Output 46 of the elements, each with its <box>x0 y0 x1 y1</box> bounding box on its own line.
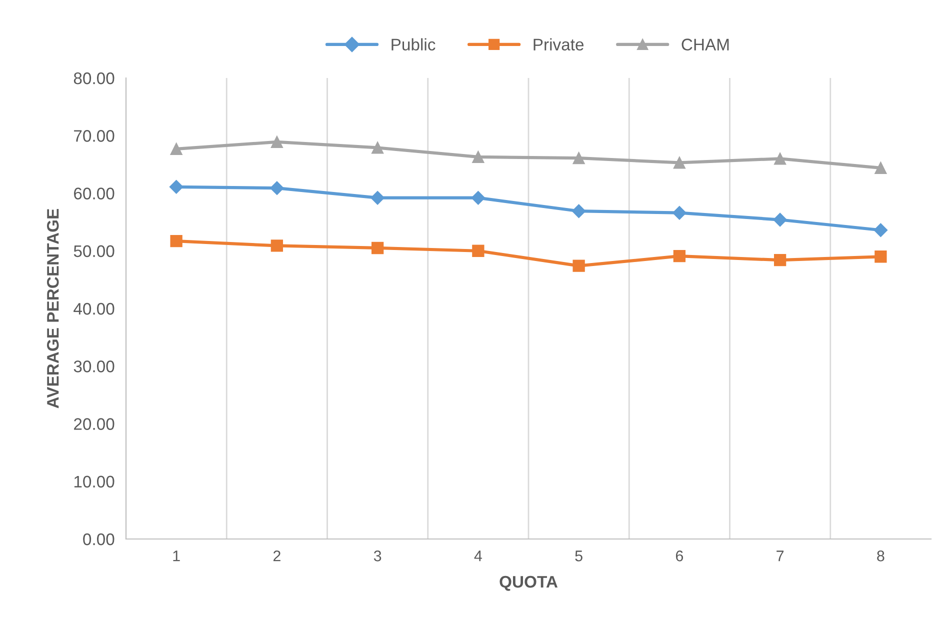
point <box>270 136 284 148</box>
y-tick-label: 30.00 <box>74 360 114 372</box>
point <box>773 212 787 227</box>
y-tick-label: 20.00 <box>74 418 114 430</box>
point <box>874 223 888 238</box>
point <box>774 254 786 266</box>
point <box>572 260 585 272</box>
x-tick-label: 8 <box>877 550 884 562</box>
x-tick-label: 3 <box>374 550 382 562</box>
y-tick-label: 80.00 <box>74 72 114 84</box>
point <box>170 235 182 248</box>
point <box>673 156 686 169</box>
point <box>672 206 686 220</box>
x-axis-title: QUOTA <box>500 576 558 591</box>
y-axis-title: AVERAGE PERCENTAGE <box>46 208 59 408</box>
y-tick-label: 70.00 <box>74 130 114 142</box>
y-tick-label: 10.00 <box>74 476 114 488</box>
point <box>371 242 384 254</box>
point <box>472 150 484 164</box>
point <box>471 190 486 205</box>
legend-label: Public <box>392 38 436 50</box>
point <box>874 162 887 174</box>
point <box>371 142 384 154</box>
legend-label: CHAM <box>682 38 729 50</box>
x-tick-label: 4 <box>474 550 482 562</box>
x-tick-label: 1 <box>173 550 180 562</box>
y-tick-label: 0.00 <box>83 533 114 546</box>
legend-label: Private <box>534 38 584 50</box>
y-tick-label: 40.00 <box>74 302 114 315</box>
point <box>673 250 686 262</box>
point <box>774 152 786 165</box>
point <box>270 181 284 195</box>
point <box>370 190 384 205</box>
x-tick-label: 2 <box>273 550 280 562</box>
point <box>472 244 484 257</box>
point <box>169 180 184 194</box>
point <box>572 204 586 218</box>
point <box>170 142 182 155</box>
y-tick-label: 50.00 <box>74 245 114 258</box>
x-tick-label: 6 <box>676 550 684 562</box>
x-tick-label: 7 <box>776 550 784 562</box>
point <box>572 152 585 164</box>
y-tick-label: 60.00 <box>74 188 114 200</box>
x-tick-label: 5 <box>575 550 582 562</box>
point <box>874 250 887 263</box>
point <box>270 240 284 252</box>
